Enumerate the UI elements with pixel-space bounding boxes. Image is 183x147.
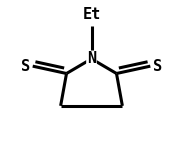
Text: N: N: [87, 51, 96, 66]
Text: Et: Et: [82, 7, 101, 22]
Text: S: S: [153, 59, 162, 74]
Text: S: S: [21, 59, 30, 74]
